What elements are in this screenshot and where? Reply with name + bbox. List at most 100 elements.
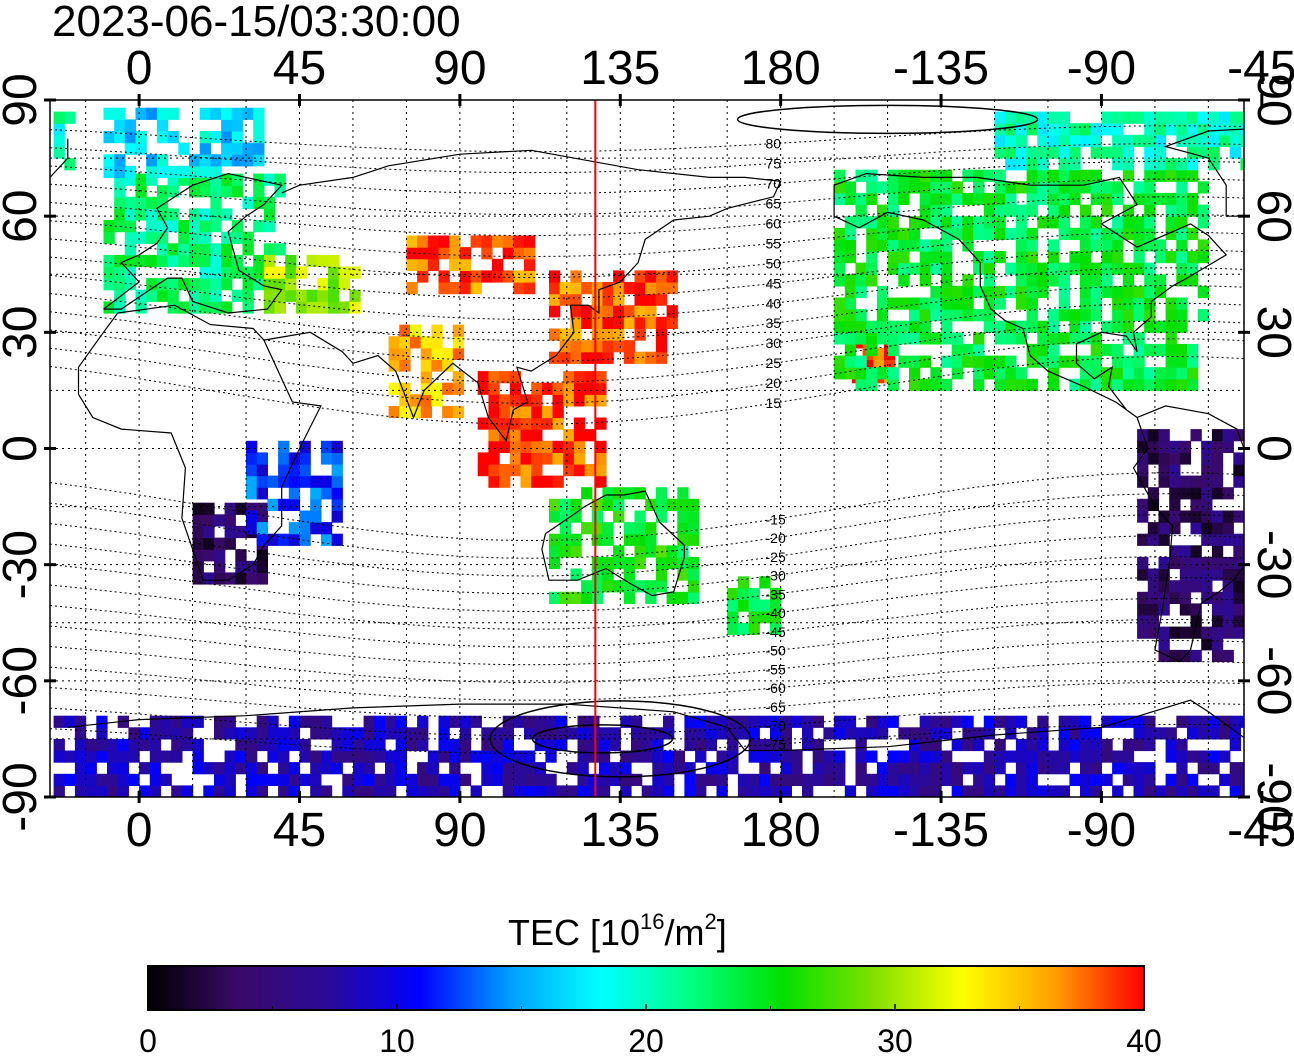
tec-cell xyxy=(645,591,657,604)
tec-cell xyxy=(770,750,782,763)
tec-cell xyxy=(1005,262,1017,275)
tec-cell xyxy=(338,278,350,291)
tec-cell xyxy=(1144,123,1156,136)
tec-cell xyxy=(189,254,201,268)
tec-cell xyxy=(1037,332,1049,345)
tec-cell xyxy=(1026,158,1038,171)
tec-cell xyxy=(1144,216,1156,229)
tec-cell xyxy=(577,773,589,786)
tec-cell xyxy=(591,293,604,306)
tec-cell xyxy=(1154,320,1167,333)
tec-cell xyxy=(909,320,921,333)
tec-cell xyxy=(1222,626,1234,639)
tec-cell xyxy=(1112,367,1124,380)
bottom-lon-tick-label: 90 xyxy=(433,804,486,857)
tec-cell xyxy=(135,231,147,244)
tec-cell xyxy=(492,773,504,786)
tec-cell xyxy=(887,216,899,229)
tec-cell xyxy=(1176,750,1188,763)
tec-cell xyxy=(285,254,297,268)
tec-cell xyxy=(156,254,169,268)
tec-cell xyxy=(420,336,432,349)
tec-cell xyxy=(1069,227,1081,240)
tec-cell xyxy=(1211,487,1224,500)
tec-cell xyxy=(1165,169,1177,182)
tec-cell xyxy=(210,301,222,314)
tec-cell xyxy=(427,750,440,763)
tec-cell xyxy=(1179,626,1192,639)
tec-cell xyxy=(545,785,557,797)
tec-cell xyxy=(1048,332,1060,345)
tec-cell xyxy=(613,545,625,558)
tec-cell xyxy=(1133,343,1145,357)
tec-cell xyxy=(1197,727,1209,740)
tec-region-east-asia-japan xyxy=(549,270,678,364)
tec-cell xyxy=(263,196,276,209)
tec-cell xyxy=(214,537,226,550)
tec-cell xyxy=(834,274,846,287)
tec-cell xyxy=(983,309,996,322)
tec-cell xyxy=(203,549,215,562)
tec-cell xyxy=(645,270,657,283)
tec-cell xyxy=(581,282,593,295)
tec-cell xyxy=(156,119,169,132)
tec-cell xyxy=(1265,464,1276,476)
tec-cell xyxy=(962,216,974,229)
tec-cell xyxy=(573,429,586,442)
tec-cell xyxy=(866,332,878,345)
tec-cell xyxy=(655,556,668,570)
tec-cell xyxy=(1197,309,1209,322)
tec-cell xyxy=(666,556,678,570)
tec-cell xyxy=(320,785,333,797)
coastline xyxy=(67,699,1244,752)
tec-cell xyxy=(481,235,493,248)
tec-cell xyxy=(256,487,268,500)
tec-cell xyxy=(673,750,685,763)
tec-cell xyxy=(780,727,792,740)
tec-cell xyxy=(748,785,760,797)
tec-cell xyxy=(85,738,97,752)
tec-cell xyxy=(855,738,867,752)
tec-cell xyxy=(737,599,750,612)
tec-cell xyxy=(1169,649,1181,663)
tec-cell xyxy=(417,247,429,260)
tec-cell xyxy=(909,239,921,252)
tec-cell xyxy=(64,715,76,728)
tec-cell xyxy=(1197,123,1209,136)
tec-cell xyxy=(1176,320,1188,333)
tec-cell xyxy=(146,254,158,268)
tec-cell xyxy=(520,394,532,407)
tec-cell xyxy=(1165,158,1177,171)
contour-label: -15 xyxy=(766,511,786,527)
tec-cell xyxy=(203,537,215,550)
tec-cell xyxy=(1265,499,1276,511)
tec-cell xyxy=(1015,158,1028,171)
tec-cell xyxy=(531,475,543,488)
tec-cell xyxy=(1240,111,1244,124)
tec-cell xyxy=(556,727,568,740)
tec-cell xyxy=(146,107,158,120)
tec-cell xyxy=(1187,355,1199,368)
tec-cell xyxy=(531,440,543,453)
tec-cell xyxy=(449,762,461,775)
tec-cell xyxy=(1190,626,1202,639)
tec-cell xyxy=(199,208,211,221)
tec-cell xyxy=(563,429,575,442)
tec-cell xyxy=(278,498,290,511)
tec-cell xyxy=(1165,332,1177,345)
contour-line xyxy=(50,231,1244,279)
tec-cell xyxy=(1165,727,1177,740)
tec-cell xyxy=(666,282,678,295)
tec-cell xyxy=(602,293,614,306)
tec-cell xyxy=(770,622,782,635)
tec-region-india xyxy=(388,324,465,419)
tec-cell xyxy=(256,514,268,527)
tec-cell xyxy=(1240,134,1244,147)
tec-cell xyxy=(114,185,126,198)
tec-cell xyxy=(156,243,169,256)
tec-cell xyxy=(1144,239,1156,252)
tec-cell xyxy=(1015,216,1028,229)
tec-cell xyxy=(492,750,504,763)
tec-cell xyxy=(1133,251,1145,264)
tec-cell xyxy=(1276,499,1287,511)
